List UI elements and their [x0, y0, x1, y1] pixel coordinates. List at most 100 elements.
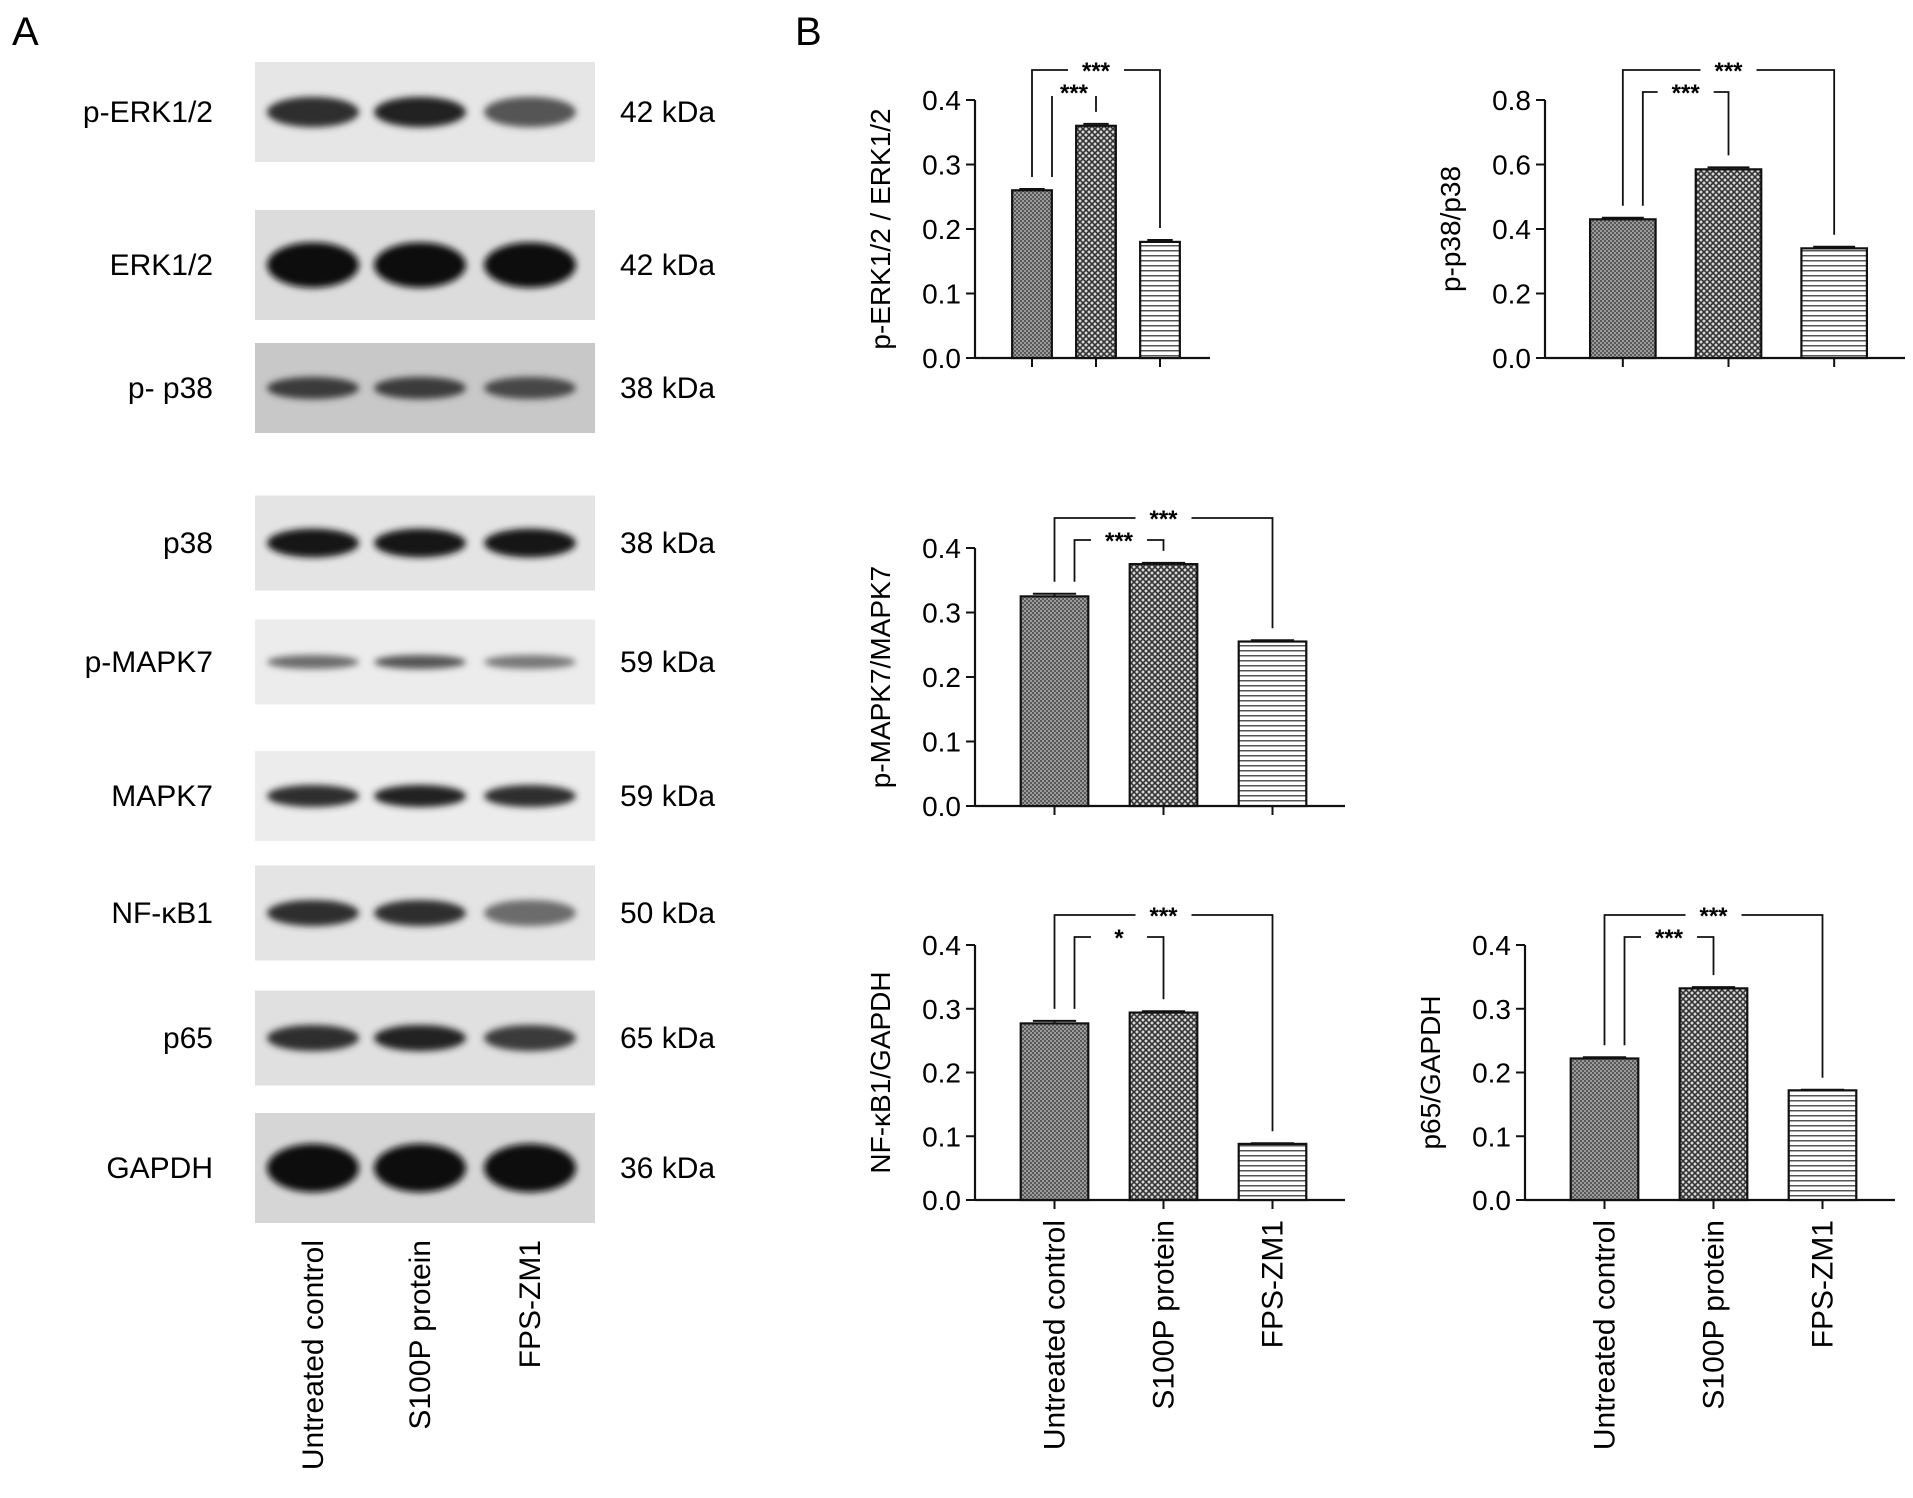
- blot-protein-label: MAPK7: [111, 780, 213, 813]
- y-tick-label: 0.6: [1492, 150, 1531, 181]
- y-tick-label: 0.1: [922, 1121, 961, 1152]
- y-tick-label: 0.4: [922, 930, 961, 961]
- blot-band: [374, 96, 466, 128]
- blot-band: [484, 242, 576, 288]
- y-tick-label: 0.2: [922, 662, 961, 693]
- blot-band: [484, 654, 576, 670]
- y-axis-title: p-MAPK7/MAPK7: [865, 566, 896, 789]
- bar: [1678, 987, 1749, 1202]
- y-tick-label: 0.0: [1492, 343, 1531, 374]
- bar: [1787, 1089, 1858, 1202]
- blot-band: [484, 96, 576, 128]
- blot-size-label: 42 kDa: [620, 96, 715, 129]
- blot-size-label: 59 kDa: [620, 780, 715, 813]
- bar: [1019, 595, 1090, 808]
- blot-size-label: 38 kDa: [620, 527, 715, 560]
- significance-label: ***: [1655, 925, 1684, 952]
- bar: [1019, 1022, 1090, 1202]
- significance-label: ***: [1149, 903, 1178, 930]
- significance-gap: [1685, 911, 1742, 919]
- x-category-label: Untreated control: [1039, 1220, 1072, 1450]
- blot-protein-label: p65: [163, 1022, 213, 1055]
- bar-charts: 0.00.10.20.30.4p-ERK1/2 / ERK1/2******0.…: [865, 58, 1905, 1450]
- y-tick-label: 0.4: [922, 533, 961, 564]
- significance-gap: [1068, 66, 1124, 74]
- y-tick-label: 0.0: [922, 343, 961, 374]
- blot-band: [374, 528, 466, 558]
- y-tick-label: 0.2: [922, 214, 961, 245]
- blot-band: [267, 242, 359, 288]
- blot-protein-label: ERK1/2: [110, 249, 213, 282]
- blot-band: [267, 784, 359, 808]
- significance-gap: [1091, 536, 1147, 544]
- y-tick-label: 0.4: [922, 85, 961, 116]
- y-tick-label: 0.2: [1472, 1058, 1511, 1089]
- bar: [1237, 640, 1308, 808]
- blot-size-label: 50 kDa: [620, 897, 715, 930]
- significance-gap: [1091, 933, 1147, 941]
- bar: [1075, 124, 1117, 360]
- blot-protein-label: NF-κB1: [111, 897, 213, 930]
- significance-label: ***: [1082, 58, 1111, 85]
- bar: [1800, 247, 1869, 360]
- bar: [1588, 218, 1657, 360]
- bar: [1237, 1142, 1308, 1202]
- blot-band: [374, 1143, 466, 1193]
- y-tick-label: 0.2: [922, 1058, 961, 1089]
- y-tick-label: 0.1: [1472, 1121, 1511, 1152]
- blot-band: [484, 528, 576, 558]
- blot-band: [267, 899, 359, 927]
- y-axis-title: p-p38/p38: [1435, 166, 1466, 292]
- x-category-label: S100P protein: [1698, 1220, 1731, 1410]
- y-tick-label: 0.3: [1472, 994, 1511, 1025]
- significance-label: *: [1114, 925, 1124, 952]
- y-tick-label: 0.3: [922, 150, 961, 181]
- significance-gap: [1135, 911, 1192, 919]
- blot-size-label: 42 kDa: [620, 249, 715, 282]
- significance-gap: [1700, 66, 1757, 74]
- y-tick-label: 0.3: [922, 598, 961, 629]
- significance-gap: [1641, 933, 1697, 941]
- blot-band: [374, 899, 466, 927]
- blot-row: p-ERK1/2 42 kDa: [83, 62, 715, 162]
- y-tick-label: 0.4: [1472, 930, 1511, 961]
- blot-row: GAPDH 36 kDa: [106, 1113, 715, 1223]
- significance-label: ***: [1699, 903, 1728, 930]
- blot-band: [484, 1143, 576, 1193]
- blot-band: [267, 528, 359, 558]
- blot-protein-label: p-ERK1/2: [83, 96, 213, 129]
- significance-gap: [1046, 88, 1102, 96]
- blot-row: p- p38 38 kDa: [128, 343, 715, 433]
- blot-band: [374, 1024, 466, 1052]
- lane-label: FPS-ZM1: [514, 1240, 547, 1368]
- significance-label: ***: [1105, 528, 1134, 555]
- blot-protein-label: p-MAPK7: [85, 646, 213, 679]
- bar-chart: 0.0 0.2 0.4 0.6 0.8 p-p38/p38 *** ***: [1435, 58, 1905, 374]
- blot-band: [374, 654, 466, 670]
- significance-gap: [1657, 88, 1714, 96]
- blot-band: [267, 1024, 359, 1052]
- blot-size-label: 65 kDa: [620, 1022, 715, 1055]
- x-category-label: FPS-ZM1: [1257, 1220, 1290, 1348]
- y-tick-label: 0.0: [922, 1185, 961, 1216]
- y-tick-label: 0.1: [922, 727, 961, 758]
- bar: [1128, 1011, 1199, 1202]
- significance-label: ***: [1060, 80, 1089, 107]
- blot-band: [374, 242, 466, 288]
- bar: [1128, 563, 1199, 808]
- blot-row: p65 65 kDa: [163, 990, 715, 1086]
- blot-band: [267, 1143, 359, 1193]
- y-tick-label: 0.3: [922, 994, 961, 1025]
- blot-size-label: 38 kDa: [620, 372, 715, 405]
- y-axis-title: NF-κB1/GAPDH: [865, 971, 896, 1173]
- blot-band: [267, 654, 359, 670]
- bar: [1569, 1057, 1640, 1202]
- y-tick-label: 0.0: [1472, 1185, 1511, 1216]
- significance-gap: [1135, 514, 1192, 522]
- blot-band: [484, 899, 576, 927]
- blot-band: [484, 784, 576, 808]
- lane-label: S100P protein: [404, 1240, 437, 1430]
- bar-chart: 0.00.10.20.30.4NF-κB1/GAPDH****Untreated…: [865, 903, 1345, 1450]
- significance-label: ***: [1149, 506, 1178, 533]
